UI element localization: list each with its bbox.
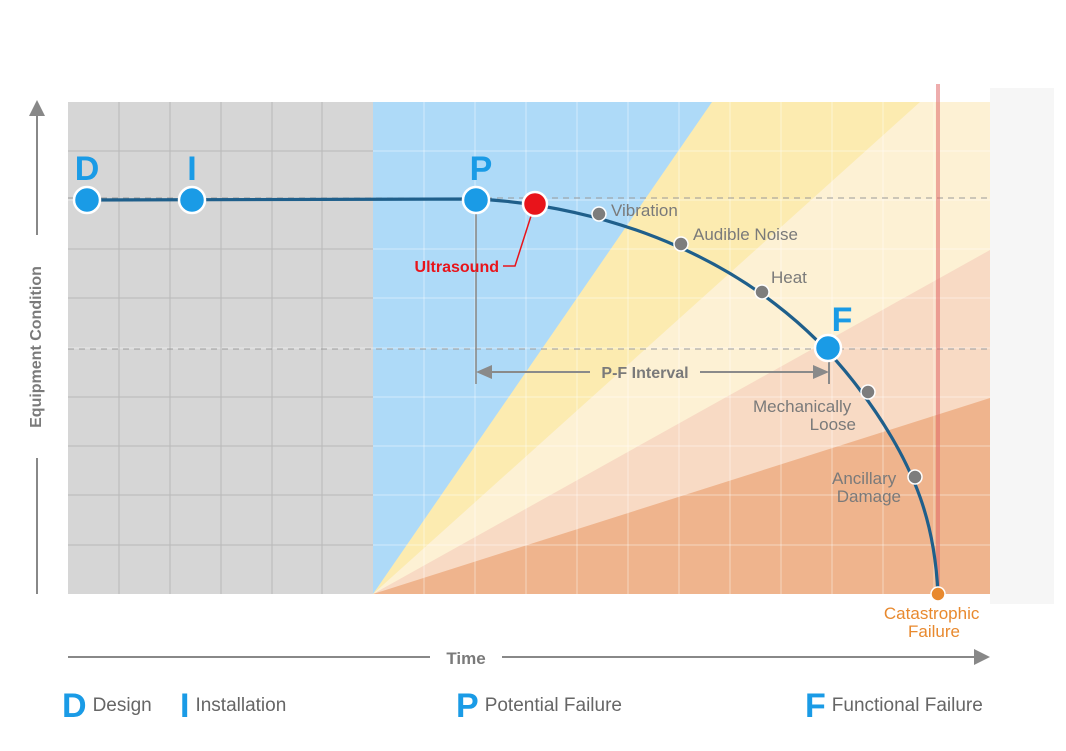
design-point	[72, 185, 102, 215]
audible-noise-point	[673, 236, 689, 252]
pf-curve-diagram: D I P F Ultrasound Vibration Audible Noi…	[28, 84, 1054, 668]
legend-potential-failure: P Potential Failure	[456, 686, 622, 726]
catastrophic-failure-line1: Catastrophic	[884, 604, 980, 623]
potential-failure-letter: P	[470, 150, 493, 188]
right-fade	[990, 88, 1054, 604]
installation-letter: I	[187, 150, 196, 188]
pf-interval-arrow	[476, 360, 830, 384]
legend-design: D Design	[62, 686, 152, 726]
grid-darklines	[68, 102, 373, 594]
mechanically-loose-point	[860, 384, 876, 400]
legend-installation-key: I	[180, 687, 190, 725]
potential-failure-point	[461, 185, 491, 215]
vibration-label: Vibration	[611, 201, 678, 220]
pf-interval-label: P-F Interval	[601, 365, 688, 382]
ancillary-damage-line1: Ancillary	[832, 469, 897, 488]
ancillary-damage-label: Ancillary Damage	[832, 469, 901, 506]
ultrasound-point	[521, 190, 549, 218]
y-axis	[29, 100, 45, 594]
catastrophic-failure-label: Catastrophic Failure	[884, 604, 984, 641]
damage-wedge	[373, 398, 990, 594]
mechanically-loose-line2: Loose	[810, 415, 856, 434]
ultrasound-leader	[503, 215, 532, 267]
x-axis	[68, 649, 990, 665]
legend-design-key: D	[62, 687, 87, 725]
legend-potential-failure-text: Potential Failure	[484, 695, 622, 716]
ancillary-damage-point	[907, 469, 923, 485]
catastrophic-failure-line2: Failure	[908, 622, 960, 641]
legend-installation-text: Installation	[195, 695, 287, 716]
legend-installation: I Installation	[180, 686, 286, 726]
legend-potential-failure-key: P	[456, 687, 479, 725]
design-letter: D	[75, 150, 100, 188]
installation-point	[177, 185, 207, 215]
ancillary-damage-line2: Damage	[837, 487, 901, 506]
heat-point	[754, 284, 770, 300]
audible-noise-label: Audible Noise	[693, 225, 798, 244]
functional-failure-point	[813, 333, 843, 363]
legend-functional-failure: F Functional Failure	[805, 686, 983, 726]
functional-failure-letter: F	[832, 301, 853, 339]
mechanically-loose-label: Mechanically Loose	[753, 397, 856, 434]
legend-design-text: Design	[92, 695, 152, 716]
vibration-point	[591, 206, 607, 222]
mechanically-loose-line1: Mechanically	[753, 397, 852, 416]
catastrophic-failure-point	[930, 586, 946, 602]
y-axis-label: Equipment Condition	[28, 266, 45, 428]
legend-functional-failure-key: F	[805, 687, 826, 725]
x-axis-label: Time	[446, 649, 485, 668]
ultrasound-label: Ultrasound	[415, 259, 499, 276]
legend-functional-failure-text: Functional Failure	[831, 695, 983, 716]
heat-label: Heat	[771, 268, 807, 287]
